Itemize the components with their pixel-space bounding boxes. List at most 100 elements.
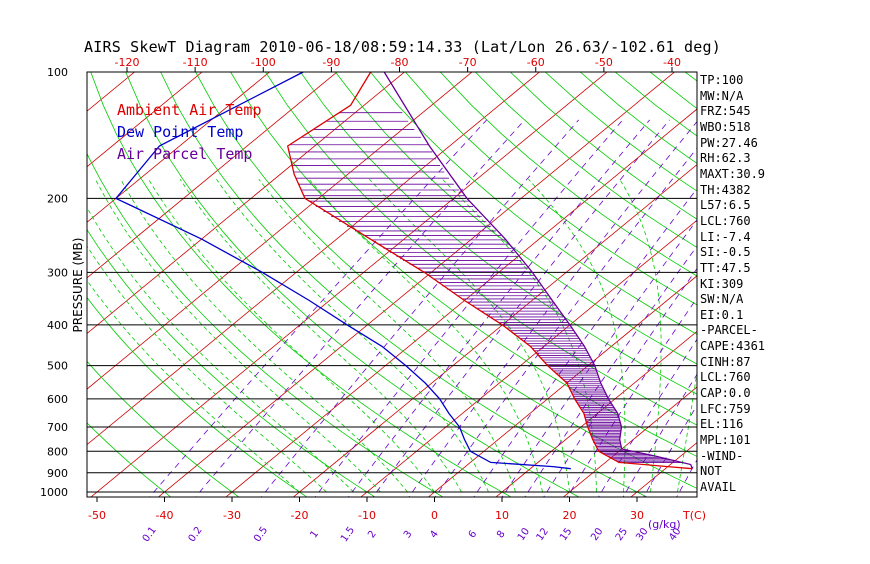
moist-adiabat-line [72,179,353,492]
chart-title: AIRS SkewT Diagram 2010-06-18/08:59:14.3… [84,38,721,56]
stability-index-item: LFC:759 [700,402,751,416]
legend-ambient-air-temp: Ambient Air Temp [117,101,262,119]
bottom-temperature-tick-label: 10 [495,509,509,522]
mixing-ratio-line [146,120,487,501]
stability-index-item: TP:100 [700,73,743,87]
stability-index-item: LCL:760 [700,370,751,384]
top-temperature-tick-label: -40 [663,56,681,69]
stability-index-item: LI:-7.4 [700,230,751,244]
mixing-ratio-label: 20 [589,526,605,543]
stability-index-item: MPL:101 [700,433,751,447]
stability-index-item: EL:116 [700,417,743,431]
bottom-temperature-tick-label: 20 [563,509,577,522]
pressure-tick-label: 300 [47,266,68,279]
pressure-tick-label: 900 [47,467,68,480]
mixing-ratio-line [541,120,806,501]
stability-index-item: -WIND- [700,449,743,463]
stability-index-item: SI:-0.5 [700,245,751,259]
stability-index-item: SW:N/A [700,292,743,306]
stability-index-item: CAP:0.0 [700,386,751,400]
mixing-ratio-label: 3 [402,529,415,541]
mixing-ratio-label: 4 [428,529,441,541]
stability-index-item: KI:309 [700,277,743,291]
stability-index-item: RH:62.3 [700,151,751,165]
mixing-ratio-label: 6 [467,529,480,541]
stability-index-item: PW:27.46 [700,136,758,150]
top-temperature-tick-label: -50 [595,56,613,69]
pressure-tick-label: 800 [47,445,68,458]
stability-index-item: MAXT:30.9 [700,167,765,181]
mixing-ratio-label: 8 [495,529,508,541]
temperature-unit-label: T(C) [682,509,706,522]
dry-adiabat-line [755,72,870,503]
isotherm-line [829,63,870,501]
bottom-temperature-tick-label: -40 [156,509,174,522]
stability-index-item: TT:47.5 [700,261,751,275]
stability-index-item: NOT [700,464,722,478]
mixing-ratio-label: 15 [558,526,574,543]
isotherm-line [0,63,11,501]
bottom-temperature-tick-label: -50 [88,509,106,522]
top-temperature-tick-label: -60 [527,56,545,69]
top-temperature-tick-label: -100 [251,56,276,69]
stability-index-item: CINH:87 [700,355,751,369]
pressure-axis-label: PRESSURE (MB) [71,238,85,333]
mixing-ratio-label: 2 [366,529,379,541]
legend-air-parcel-temp: Air Parcel Temp [117,145,252,163]
pressure-tick-label: 500 [47,360,68,373]
top-temperature-tick-label: -90 [322,56,340,69]
dry-adiabat-line [475,72,870,503]
mixing-ratio-label: 10 [516,526,532,543]
top-temperature-tick-label: -110 [183,56,208,69]
isotherm-line [424,63,870,501]
stability-index-item: CAPE:4361 [700,339,765,353]
bottom-temperature-tick-label: -30 [223,509,241,522]
stability-index-item: LCL:760 [700,214,751,228]
stability-index-item: AVAIL [700,480,736,494]
moist-adiabat-line [31,179,300,492]
legend-dew-point-temp: Dew Point Temp [117,123,243,141]
dry-adiabat-line [825,72,870,503]
stability-index-item: L57:6.5 [700,198,751,212]
ambient-air-temp-line [288,72,693,469]
mixing-ratio-label: 25 [614,526,630,543]
top-temperature-tick-label: -80 [391,56,409,69]
mixing-ratio-label: 0.1 [141,525,159,544]
bottom-temperature-tick-label: 0 [431,509,438,522]
mixing-ratio-label: 1.5 [339,525,357,544]
dry-adiabat-line [860,72,870,503]
bottom-temperature-tick-label: 30 [630,509,644,522]
mixing-ratio-label: 12 [535,526,551,543]
top-temperature-tick-label: -120 [115,56,140,69]
stability-index-item: FRZ:545 [700,104,751,118]
dry-adiabat-line [790,72,870,503]
mixing-ratio-label: 0.2 [187,525,205,544]
pressure-tick-label: 100 [47,66,68,79]
mixing-ratio-unit-label: (g/kg) [648,518,681,531]
dry-adiabat-line [440,72,870,503]
pressure-tick-label: 600 [47,393,68,406]
bottom-temperature-tick-label: -20 [291,509,309,522]
isotherm-line [761,63,870,501]
isotherm-line [491,63,870,501]
moist-adiabat-line [95,179,380,492]
dry-adiabat-line [301,72,870,503]
stability-index-item: TH:4382 [700,183,751,197]
stability-index-item: -PARCEL- [700,323,758,337]
pressure-tick-label: 400 [47,319,68,332]
mixing-ratio-label: 0.5 [252,525,270,544]
isotherm-line [0,63,78,501]
bottom-temperature-tick-label: -10 [358,509,376,522]
top-temperature-tick-label: -70 [459,56,477,69]
air-parcel-temp-line [384,72,692,469]
pressure-tick-label: 1000 [40,486,68,499]
cape-hatching [289,113,683,463]
stability-index-item: WBO:518 [700,120,751,134]
stability-index-item: MW:N/A [700,89,743,103]
pressure-tick-label: 700 [47,421,68,434]
mixing-ratio-line [258,120,579,501]
pressure-tick-label: 200 [47,192,68,205]
mixing-ratio-label: 1 [308,529,321,541]
stability-index-item: EI:0.1 [700,308,743,322]
